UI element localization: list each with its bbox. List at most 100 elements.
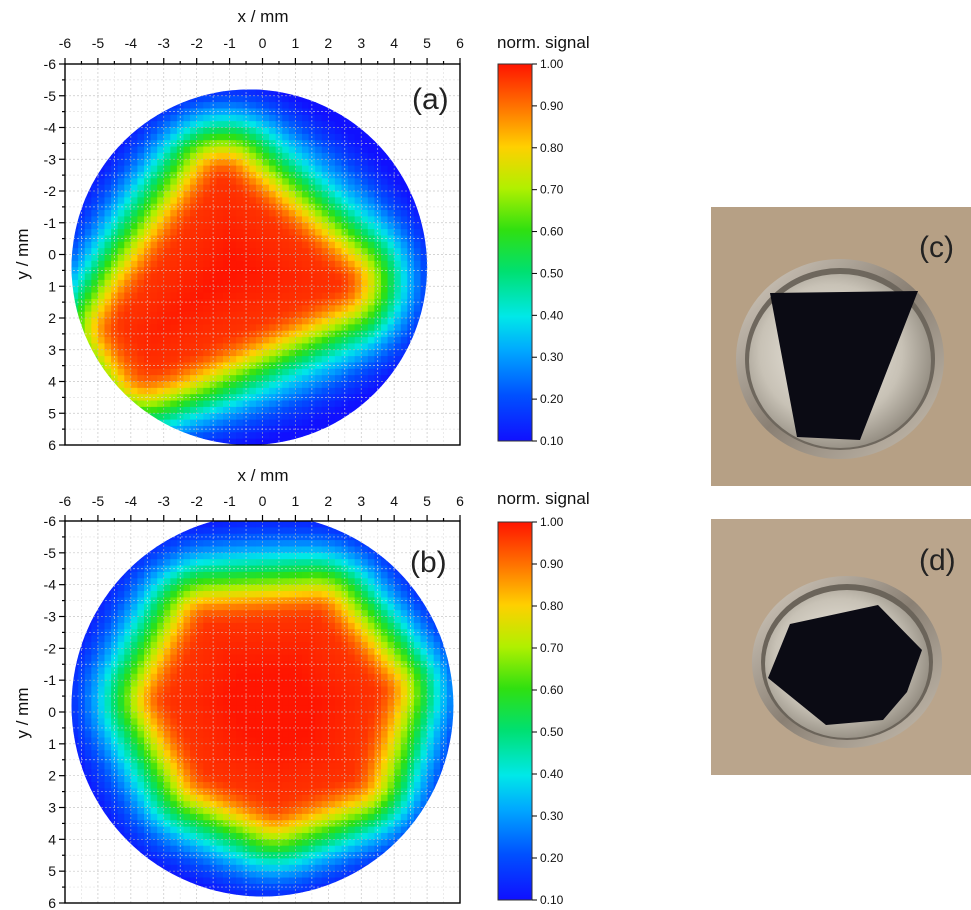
y-tick-label: 1	[48, 736, 56, 752]
sample-photo-d: (d)	[711, 519, 971, 775]
heatmap-plot-area	[59, 515, 461, 904]
colorbar: 1.00 0.90 0.80 0.70 0.60 0.50 0.40 0.30 0.20 0.10	[497, 57, 564, 448]
x-tick-label: 0	[259, 493, 267, 509]
x-tick-label: 6	[456, 493, 464, 509]
x-tick-label: 4	[390, 493, 398, 509]
heatmap-panel-a: x / mm -6 -5 -4 -3 -2 -1 0 1 2 3 4 5 6 -6 -5 -4 -3 -2 -1 0…	[13, 7, 590, 453]
x-tick-label: 2	[324, 493, 332, 509]
colorbar-tick-label: 0.40	[540, 308, 564, 322]
y-tick-label: -4	[44, 120, 57, 136]
y-tick-label: 3	[48, 342, 56, 358]
x-tick-label: -5	[92, 35, 105, 51]
y-axis-title: y / mm	[13, 688, 32, 739]
y-tick-label: 6	[48, 437, 56, 453]
colorbar-tick-label: 0.60	[540, 225, 564, 239]
colorbar-tick-label: 0.90	[540, 557, 564, 571]
x-tick-label: 4	[390, 35, 398, 51]
colorbar-tick-label: 0.20	[540, 392, 564, 406]
x-tick-label: 1	[292, 493, 300, 509]
y-tick-label: -5	[44, 88, 57, 104]
colorbar-tick-label: 0.50	[540, 725, 564, 739]
trapezoid-sample	[770, 291, 918, 440]
colorbar-tick-label: 0.40	[540, 767, 564, 781]
colorbar-title: norm. signal	[497, 33, 590, 52]
heatmap-panel-b: x / mm -6 -5 -4 -3 -2 -1 0 1 2 3 4 5 6 -6 -5 -4 -3 -2 -1 0…	[13, 466, 590, 910]
y-tick-label: -6	[44, 513, 57, 529]
y-tick-label: 5	[48, 405, 56, 421]
y-tick-label: 6	[48, 895, 56, 910]
y-tick-label: 2	[48, 310, 56, 326]
colorbar-gradient	[497, 63, 533, 442]
x-tick-label: -1	[223, 493, 236, 509]
x-tick-label: -4	[125, 35, 138, 51]
x-tick-label: 5	[423, 493, 431, 509]
panel-label-b: (b)	[410, 546, 447, 579]
colorbar-tick-label: 0.60	[540, 683, 564, 697]
colorbar-tick-label: 0.30	[540, 809, 564, 823]
heatmap-plot-area	[59, 58, 461, 446]
colorbar-tick-label: 0.30	[540, 350, 564, 364]
y-tick-label: -3	[44, 151, 57, 167]
x-tick-label: 2	[324, 35, 332, 51]
y-tick-label: 0	[48, 704, 56, 720]
colorbar-tick-label: 0.20	[540, 851, 564, 865]
x-tick-label: -2	[190, 35, 203, 51]
y-tick-label: -1	[44, 215, 57, 231]
y-tick-labels: -6 -5 -4 -3 -2 -1 0 1 2 3 4 5 6	[44, 56, 57, 453]
colorbar-tick-label: 0.90	[540, 99, 564, 113]
x-axis-title: x / mm	[238, 466, 289, 485]
colorbar-tick-label: 0.80	[540, 141, 564, 155]
y-tick-label: -2	[44, 183, 57, 199]
axis-ticks	[59, 58, 461, 446]
colorbar-tick-label: 1.00	[540, 515, 564, 529]
colorbar-title: norm. signal	[497, 489, 590, 508]
x-axis-title: x / mm	[238, 7, 289, 26]
y-tick-label: 0	[48, 247, 56, 263]
sample-photo-c: (c)	[711, 207, 971, 486]
x-tick-label: -1	[223, 35, 236, 51]
y-tick-label: -5	[44, 545, 57, 561]
colorbar-tick-label: 0.50	[540, 266, 564, 280]
y-axis-title: y / mm	[13, 229, 32, 280]
x-tick-label: 0	[259, 35, 267, 51]
y-tick-label: 4	[48, 831, 56, 847]
panel-label-c: (c)	[919, 231, 954, 264]
y-tick-label: 5	[48, 863, 56, 879]
colorbar: 1.00 0.90 0.80 0.70 0.60 0.50 0.40 0.30 0.20 0.10	[497, 515, 564, 907]
y-tick-label: -3	[44, 609, 57, 625]
x-tick-label: -5	[92, 493, 105, 509]
y-tick-label: 4	[48, 374, 56, 390]
panel-label-d: (d)	[919, 544, 956, 577]
x-tick-labels: -6 -5 -4 -3 -2 -1 0 1 2 3 4 5 6	[59, 35, 464, 51]
x-tick-label: -3	[158, 493, 171, 509]
colorbar-tick-label: 0.80	[540, 599, 564, 613]
y-tick-label: -2	[44, 640, 57, 656]
colorbar-gradient	[497, 521, 533, 901]
colorbar-tick-label: 0.70	[540, 641, 564, 655]
axis-ticks	[59, 515, 461, 904]
y-tick-label: 2	[48, 768, 56, 784]
x-tick-label: -6	[59, 493, 72, 509]
y-tick-label: 3	[48, 800, 56, 816]
x-tick-label: 3	[357, 493, 365, 509]
colorbar-tick-label: 1.00	[540, 57, 564, 71]
x-tick-label: -2	[190, 493, 203, 509]
hexagon-sample	[768, 605, 922, 725]
colorbar-tick-label: 0.10	[540, 434, 564, 448]
x-tick-label: -4	[125, 493, 138, 509]
x-tick-label: 6	[456, 35, 464, 51]
y-tick-labels: -6 -5 -4 -3 -2 -1 0 1 2 3 4 5 6	[44, 513, 57, 910]
panel-label-a: (a)	[412, 83, 449, 116]
colorbar-tick-label: 0.70	[540, 183, 564, 197]
x-tick-label: 1	[292, 35, 300, 51]
x-tick-labels: -6 -5 -4 -3 -2 -1 0 1 2 3 4 5 6	[59, 493, 464, 509]
colorbar-tick-label: 0.10	[540, 893, 564, 907]
x-tick-label: -6	[59, 35, 72, 51]
y-tick-label: 1	[48, 278, 56, 294]
x-tick-label: 3	[357, 35, 365, 51]
y-tick-label: -6	[44, 56, 57, 72]
x-tick-label: -3	[158, 35, 171, 51]
y-tick-label: -1	[44, 672, 57, 688]
x-tick-label: 5	[423, 35, 431, 51]
